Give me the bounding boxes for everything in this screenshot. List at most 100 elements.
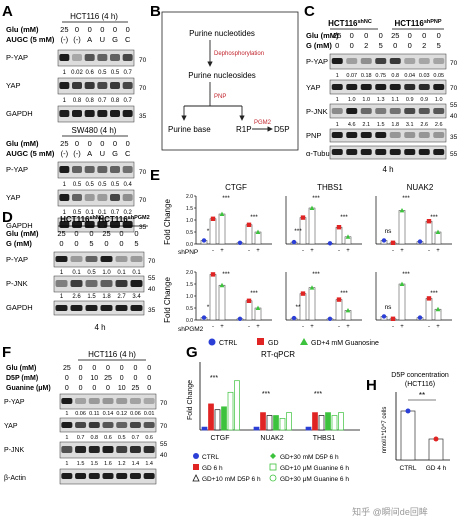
band: [346, 108, 358, 114]
e-sig: ***: [222, 195, 230, 202]
f-row3-value: 0: [92, 385, 96, 392]
c-mw1: 70: [450, 60, 458, 67]
e-sign: +: [310, 248, 314, 254]
g-legend-d5p30: GD+30 mM D5P 6 h: [280, 454, 339, 461]
d-group1: HCT116shNC: [60, 215, 104, 224]
band: [389, 132, 401, 138]
quant-value: 1.0: [435, 97, 443, 103]
f-blot1-label: P-YAP: [4, 399, 25, 406]
e-point-guanosine: [435, 229, 441, 234]
quant-value: 0.5: [85, 182, 94, 188]
e-sign: +: [256, 324, 260, 330]
band: [389, 58, 401, 64]
d-row2-value: 0: [104, 239, 108, 248]
e-point-guanosine: [399, 208, 405, 213]
b-node-nucleotides: Purine nucleotides: [189, 29, 255, 38]
panel-h: D5P concentration (HCT116) nmol/1*10^7 c…: [382, 372, 450, 472]
d-row1-value: 0: [134, 229, 138, 238]
e-sign: +: [346, 248, 350, 254]
f-row1-value: 25: [63, 365, 71, 372]
e-sign: -: [338, 324, 340, 330]
a-bottom-row1-label: Glu (mM): [6, 139, 39, 148]
g-bar: [331, 415, 338, 431]
quant-value: 0.5: [73, 182, 82, 188]
quant-value: 1.3: [377, 97, 385, 103]
band: [360, 108, 372, 114]
g-sig: ***: [262, 391, 270, 398]
e-sign: -: [428, 248, 430, 254]
d-row2-label: G (mM): [6, 239, 32, 248]
a-bottom-blot3-label: GAPDH: [6, 221, 33, 230]
e-ytick: 1.5: [186, 282, 193, 288]
d-blot1-label: P-YAP: [6, 255, 28, 264]
e-point-guanosine: [345, 234, 351, 239]
quant-value: 0.07: [346, 73, 357, 79]
e-legend-ctrl-marker: [208, 338, 216, 346]
a-top-row1-value: 25: [60, 25, 68, 34]
quant-value: 0.1: [98, 210, 107, 216]
quant-value: 0.1: [72, 270, 81, 276]
g-title: RT-qPCR: [261, 350, 295, 359]
band: [346, 58, 358, 64]
a-bottom-row1-value: 25: [60, 139, 68, 148]
c-time: 4 h: [382, 165, 393, 174]
band: [116, 398, 128, 404]
quant-value: 0.12: [116, 411, 127, 417]
e-sig: ***: [430, 214, 438, 221]
f-blot4-label: β-Actin: [4, 475, 26, 482]
band: [375, 84, 387, 90]
f-row1-value: 0: [92, 365, 96, 372]
c-row2-value: 5: [437, 41, 441, 50]
panel-c: HCT116shNC HCT116shPNP Glu (mM) G (mM) 2…: [306, 19, 458, 174]
c-row2-value: 2: [364, 41, 368, 50]
e-bar: [218, 213, 226, 245]
quant-value: 0.7: [98, 98, 107, 104]
e-sig: ***: [250, 214, 258, 221]
a-top-mw1: 70: [139, 57, 147, 64]
band: [84, 54, 95, 61]
g-legend-guanine10-marker: [269, 463, 277, 471]
quant-value: 0.1: [85, 210, 94, 216]
e-factor-shpnp: shPNP: [178, 249, 198, 256]
e-sign: +: [220, 324, 224, 330]
band: [88, 473, 100, 479]
e-bar: [335, 299, 343, 321]
e-point-gd: [300, 291, 306, 296]
a-bottom-row1-value: 0: [100, 139, 104, 148]
quant-value: 0.02: [71, 70, 83, 76]
band: [115, 256, 128, 262]
quant-value: 2.6: [435, 122, 443, 128]
c-row1-value: 0: [422, 31, 426, 40]
band: [122, 194, 133, 201]
band: [389, 149, 401, 155]
e-ytick: 2.0: [186, 194, 193, 200]
band: [129, 473, 141, 479]
a-bottom-row2-value: A: [87, 149, 92, 158]
quant-value: 1: [63, 182, 67, 188]
quant-value: 1: [63, 70, 67, 76]
quant-value: 0.2: [123, 210, 132, 216]
band: [55, 256, 68, 262]
c-row1-value: 0: [379, 31, 383, 40]
e-sign: -: [248, 324, 250, 330]
g-legend-ctrl-marker: [193, 453, 199, 459]
band: [143, 473, 155, 479]
e-gene-thbs1: THBS1: [317, 183, 343, 192]
e-point-gd: [210, 272, 216, 277]
e-point-ctrl: [237, 316, 243, 321]
a-bottom-row2-value: C: [125, 149, 131, 158]
quant-value: 1.8: [102, 294, 111, 300]
e-ytick: 2.0: [186, 270, 193, 276]
g-bar: [253, 426, 260, 431]
d-blot3-label: GAPDH: [6, 303, 33, 312]
quant-value: 1.4: [145, 461, 153, 467]
e-sig: *: [207, 304, 210, 311]
c-blot5: [329, 145, 447, 160]
h-xlabel-ctrl: CTRL: [400, 465, 417, 472]
a-top-blot1: [57, 49, 135, 67]
quant-value: 3.1: [406, 122, 414, 128]
c-group2: HCT116shPNP: [394, 19, 441, 28]
band: [97, 110, 108, 117]
band: [97, 166, 108, 173]
d-blot1: [53, 251, 145, 268]
